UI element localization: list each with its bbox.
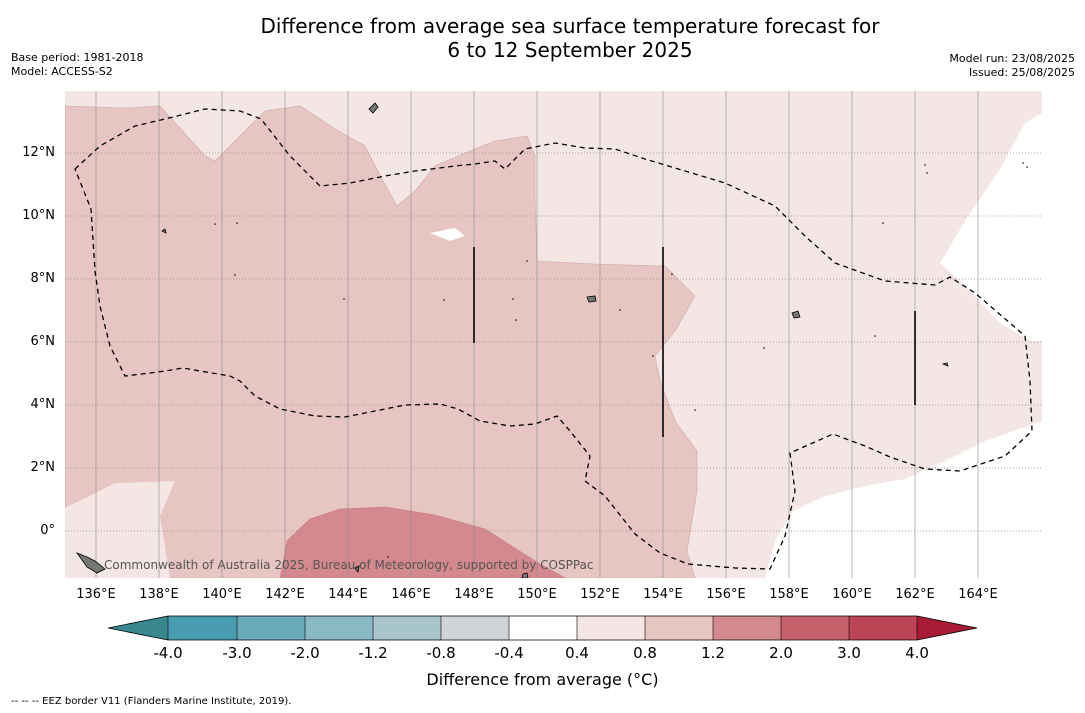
lat-label-0: 0° xyxy=(40,523,55,538)
colorbar-tick: -1.2 xyxy=(358,644,388,662)
colorbar-tick: 2.0 xyxy=(769,644,793,662)
lat-label-10n: 10°N xyxy=(22,208,55,223)
colorbar-tick: -0.8 xyxy=(426,644,456,662)
map-credit: Commonwealth of Australia 2025, Bureau o… xyxy=(104,558,594,572)
lon-label-144e: 144°E xyxy=(328,587,368,602)
issued-date: Issued: 25/08/2025 xyxy=(968,66,1075,79)
colorbar-tick: -4.0 xyxy=(153,644,183,662)
colorbar-bin xyxy=(373,616,441,640)
colorbar-bin xyxy=(305,616,373,640)
meta-right: Model run: 23/08/2025 Issued: 25/08/2025 xyxy=(949,52,1075,80)
colorbar-tick: 0.4 xyxy=(565,644,589,662)
colorbar-tick: -2.0 xyxy=(290,644,320,662)
colorbar-tick: -0.4 xyxy=(494,644,524,662)
eez-footnote: -- -- -- EEZ border V11 (Flanders Marine… xyxy=(11,696,292,707)
colorbar-tick: 3.0 xyxy=(837,644,861,662)
model-name: Model: ACCESS-S2 xyxy=(11,65,113,78)
islets xyxy=(214,162,1028,558)
map-title-line-2: 6 to 12 September 2025 xyxy=(447,38,693,62)
lon-label-146e: 146°E xyxy=(391,587,431,602)
colorbar-bin xyxy=(849,616,917,640)
lon-label-138e: 138°E xyxy=(139,587,179,602)
lon-label-150e: 150°E xyxy=(517,587,557,602)
lat-grid xyxy=(65,152,1042,532)
lat-label-6n: 6°N xyxy=(30,334,56,349)
colorbar-tick: 4.0 xyxy=(905,644,929,662)
colorbar-bin xyxy=(441,616,509,640)
colorbar xyxy=(108,615,978,641)
lat-label-2n: 2°N xyxy=(30,460,56,475)
lon-label-142e: 142°E xyxy=(265,587,305,602)
colorbar-bin xyxy=(645,616,713,640)
lon-label-156e: 156°E xyxy=(706,587,746,602)
anomaly-field-high xyxy=(279,506,566,578)
base-period: Base period: 1981-2018 xyxy=(11,51,144,64)
colorbar-bin xyxy=(713,616,781,640)
lon-label-154e: 154°E xyxy=(643,587,683,602)
colorbar-bin xyxy=(509,616,577,640)
sst-anomaly-map xyxy=(65,91,1042,578)
lon-label-148e: 148°E xyxy=(454,587,494,602)
lon-label-158e: 158°E xyxy=(769,587,809,602)
anomaly-patch-small xyxy=(430,228,465,241)
lon-label-136e: 136°E xyxy=(76,587,116,602)
lon-label-164e: 164°E xyxy=(958,587,998,602)
model-run: Model run: 23/08/2025 xyxy=(949,52,1075,65)
colorbar-under-arrow xyxy=(108,616,168,640)
lon-label-152e: 152°E xyxy=(580,587,620,602)
map-panel xyxy=(65,91,1042,578)
lon-label-140e: 140°E xyxy=(202,587,242,602)
lat-label-12n: 12°N xyxy=(22,145,55,160)
anomaly-field-neutral-east xyxy=(940,113,1042,341)
colorbar-dividers xyxy=(167,616,918,640)
colorbar-label: Difference from average (°C) xyxy=(426,670,659,689)
colorbar-tick: 1.2 xyxy=(701,644,725,662)
colorbar-bin xyxy=(168,616,237,640)
anomaly-patch-southwest xyxy=(65,481,175,578)
colorbar-bin xyxy=(577,616,645,640)
meta-left: Base period: 1981-2018 Model: ACCESS-S2 xyxy=(11,51,143,79)
map-title: Difference from average sea surface temp… xyxy=(0,14,1085,62)
region-markers xyxy=(473,247,916,437)
colorbar-bin xyxy=(781,616,849,640)
colorbar-tick: 0.8 xyxy=(633,644,657,662)
lon-label-162e: 162°E xyxy=(895,587,935,602)
islands xyxy=(75,102,949,578)
lat-label-4n: 4°N xyxy=(30,397,56,412)
lon-label-160e: 160°E xyxy=(832,587,872,602)
lat-label-8n: 8°N xyxy=(30,271,56,286)
colorbar-bin xyxy=(237,616,305,640)
anomaly-field-neutral-southeast xyxy=(765,421,1042,578)
map-title-line-1: Difference from average sea surface temp… xyxy=(260,14,880,38)
colorbar-tick: -3.0 xyxy=(222,644,252,662)
eez-border xyxy=(74,108,1033,570)
colorbar-over-arrow xyxy=(917,616,977,640)
